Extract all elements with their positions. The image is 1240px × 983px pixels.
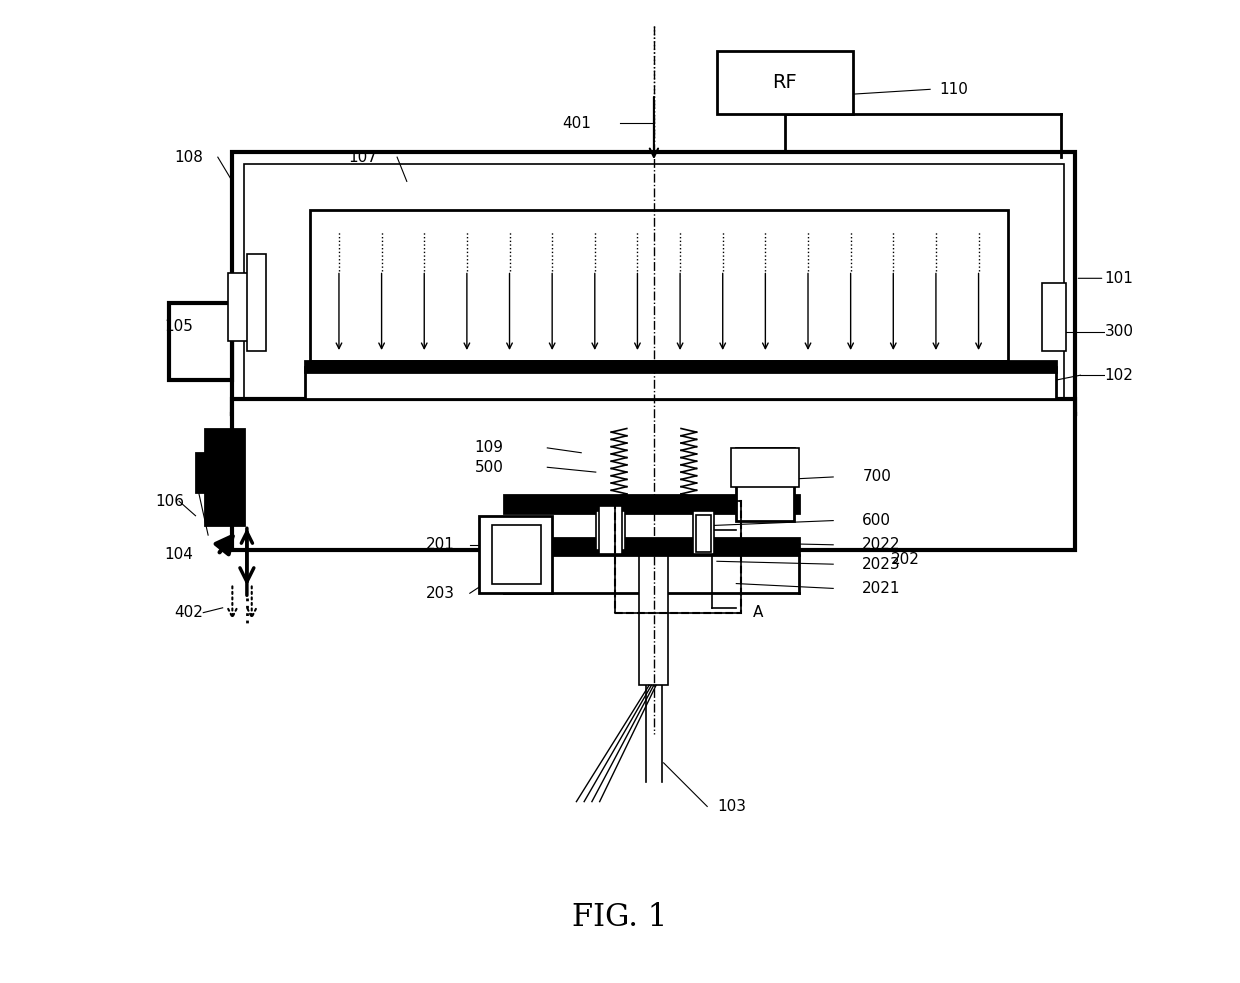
Text: 2021: 2021 xyxy=(862,581,900,596)
Text: A: A xyxy=(753,606,763,620)
Text: 102: 102 xyxy=(1105,368,1133,382)
Bar xyxy=(732,448,800,487)
Bar xyxy=(232,152,1075,414)
Bar xyxy=(595,511,625,549)
Bar xyxy=(737,448,795,521)
Bar xyxy=(615,501,742,612)
Bar xyxy=(615,501,742,612)
Text: 202: 202 xyxy=(892,551,920,567)
Bar xyxy=(480,516,552,594)
Bar xyxy=(227,273,252,341)
Text: RF: RF xyxy=(773,73,797,91)
Bar xyxy=(693,511,714,554)
Bar xyxy=(503,495,800,513)
Text: 300: 300 xyxy=(1105,324,1133,339)
Bar xyxy=(1042,283,1066,351)
Text: 401: 401 xyxy=(562,116,590,131)
Text: 203: 203 xyxy=(427,586,455,601)
Bar xyxy=(247,254,267,351)
Text: 402: 402 xyxy=(174,606,203,620)
Text: 2023: 2023 xyxy=(862,556,901,572)
Text: 110: 110 xyxy=(940,82,968,96)
Bar xyxy=(503,538,800,555)
Bar xyxy=(305,368,1056,399)
Text: 103: 103 xyxy=(717,799,746,814)
Text: 700: 700 xyxy=(862,470,892,485)
Bar xyxy=(305,361,1056,373)
Bar xyxy=(170,303,232,380)
Bar xyxy=(244,164,1064,402)
Bar xyxy=(599,506,622,554)
Text: 600: 600 xyxy=(862,513,892,528)
Text: 106: 106 xyxy=(155,493,184,508)
Bar xyxy=(492,526,541,584)
Bar xyxy=(196,453,215,492)
Bar xyxy=(640,549,668,685)
Bar xyxy=(717,50,853,114)
Text: 109: 109 xyxy=(475,440,503,455)
Text: 107: 107 xyxy=(348,149,377,165)
Text: 104: 104 xyxy=(165,547,193,562)
Bar xyxy=(232,399,1075,549)
Text: 201: 201 xyxy=(427,538,455,552)
Text: 101: 101 xyxy=(1105,270,1133,286)
Text: 2022: 2022 xyxy=(862,538,900,552)
Text: FIG. 1: FIG. 1 xyxy=(573,902,667,934)
Text: 108: 108 xyxy=(174,149,203,165)
Text: 500: 500 xyxy=(475,460,503,475)
Bar xyxy=(696,515,711,551)
Text: 105: 105 xyxy=(165,319,193,334)
Bar xyxy=(310,210,1008,361)
Bar xyxy=(206,429,244,526)
